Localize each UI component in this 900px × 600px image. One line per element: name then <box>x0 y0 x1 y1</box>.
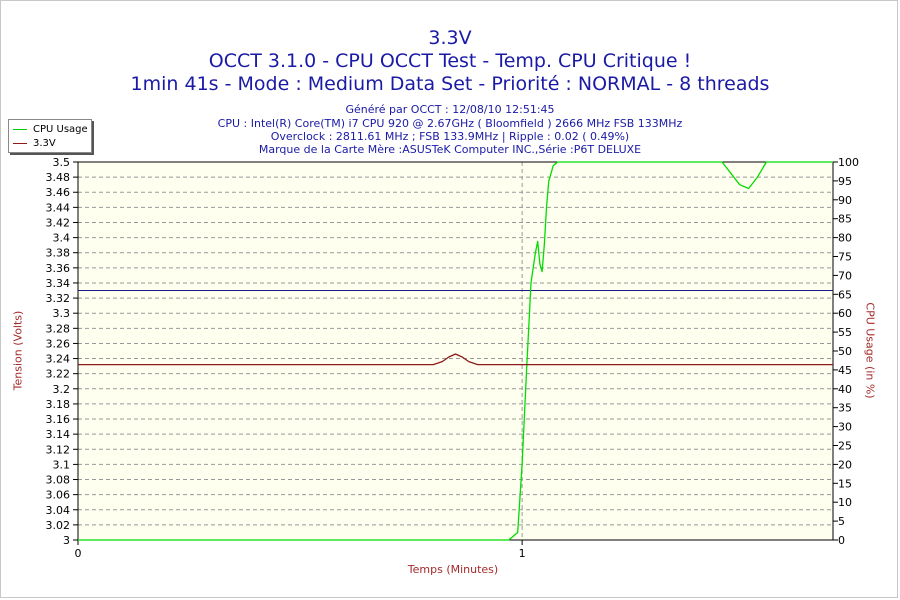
y-tick-label-right: 65 <box>838 288 852 301</box>
y-tick-label-right: 95 <box>838 175 852 188</box>
y-tick-label-right: 15 <box>838 477 852 490</box>
chart-legend: CPU Usage 3.3V <box>8 119 92 153</box>
subtitle-motherboard: Marque de la Carte Mère :ASUSTeK Compute… <box>258 143 642 156</box>
chart-title-line1: 3.3V <box>428 27 472 49</box>
y-tick-label-left: 3.22 <box>46 368 71 381</box>
y-tick-label-left: 3.18 <box>46 398 71 411</box>
y-tick-label-left: 3.16 <box>46 413 71 426</box>
y-tick-label-left: 3.2 <box>53 383 71 396</box>
y-tick-label-right: 0 <box>838 534 845 547</box>
subtitle-generated: Généré par OCCT : 12/08/10 12:51:45 <box>345 103 555 116</box>
x-tick-label: 1 <box>519 547 526 560</box>
chart-title-line3: 1min 41s - Mode : Medium Data Set - Prio… <box>130 73 770 95</box>
y-axis-right-label: CPU Usage (in %) <box>863 302 877 399</box>
x-axis-label: Temps (Minutes) <box>407 563 499 576</box>
y-tick-label-left: 3.08 <box>46 474 71 487</box>
y-tick-label-right: 40 <box>838 383 852 396</box>
chart-title-line2: OCCT 3.1.0 - CPU OCCT Test - Temp. CPU C… <box>208 50 692 72</box>
series-line-cpu-usage <box>78 161 833 541</box>
y-tick-label-right: 90 <box>838 194 852 207</box>
legend-item-3v3: 3.3V <box>13 136 56 150</box>
y-tick-label-left: 3.36 <box>46 262 71 275</box>
y-tick-label-left: 3.34 <box>46 277 71 290</box>
y-tick-label-right: 100 <box>838 156 859 169</box>
legend-label-3v3: 3.3V <box>33 137 56 149</box>
y-tick-label-right: 85 <box>838 213 852 226</box>
y-tick-label-right: 10 <box>838 496 852 509</box>
y-tick-label-right: 45 <box>838 364 852 377</box>
y-tick-label-right: 25 <box>838 440 852 453</box>
y-tick-label-right: 55 <box>838 326 852 339</box>
y-tick-label-right: 20 <box>838 458 852 471</box>
y-tick-label-left: 3.14 <box>46 428 71 441</box>
legend-label-cpu-usage: CPU Usage <box>33 123 88 135</box>
y-tick-label-right: 50 <box>838 345 852 358</box>
legend-swatch-3v3 <box>13 142 27 144</box>
legend-swatch-cpu-usage <box>13 128 27 130</box>
subtitle-overclock: Overclock : 2811.61 MHz ; FSB 133.9MHz |… <box>270 130 630 143</box>
y-tick-label-left: 3.02 <box>46 519 71 532</box>
y-tick-label-left: 3.48 <box>46 171 71 184</box>
y-tick-label-right: 30 <box>838 421 852 434</box>
y-tick-label-right: 70 <box>838 269 852 282</box>
y-tick-label-left: 3.38 <box>46 247 71 260</box>
x-tick-label: 0 <box>75 547 82 560</box>
y-tick-label-left: 3.46 <box>46 186 71 199</box>
subtitle-cpu: CPU : Intel(R) Core(TM) i7 CPU 920 @ 2.6… <box>217 117 683 130</box>
y-tick-label-right: 75 <box>838 251 852 264</box>
y-tick-label-right: 5 <box>838 515 845 528</box>
y-tick-label-right: 35 <box>838 402 852 415</box>
y-tick-label-left: 3.1 <box>53 458 71 471</box>
y-tick-label-left: 3.24 <box>46 353 71 366</box>
y-tick-label-left: 3.3 <box>53 307 71 320</box>
y-tick-label-left: 3.44 <box>46 201 71 214</box>
y-tick-label-left: 3.32 <box>46 292 71 305</box>
plot-area <box>78 162 833 540</box>
y-tick-label-left: 3.12 <box>46 443 71 456</box>
y-axis-left-label: Tension (Volts) <box>11 310 25 391</box>
y-tick-label-left: 3.28 <box>46 322 71 335</box>
y-tick-label-left: 3 <box>63 534 70 547</box>
y-tick-label-left: 3.42 <box>46 216 71 229</box>
y-tick-label-left: 3.26 <box>46 337 71 350</box>
y-tick-label-right: 60 <box>838 307 852 320</box>
series-line-3v3 <box>78 353 833 366</box>
y-tick-label-left: 3.04 <box>46 504 71 517</box>
y-tick-label-left: 3.5 <box>53 156 71 169</box>
legend-item-cpu-usage: CPU Usage <box>13 122 88 136</box>
y-tick-label-right: 80 <box>838 232 852 245</box>
y-tick-label-left: 3.06 <box>46 489 71 502</box>
y-tick-label-left: 3.4 <box>53 232 71 245</box>
